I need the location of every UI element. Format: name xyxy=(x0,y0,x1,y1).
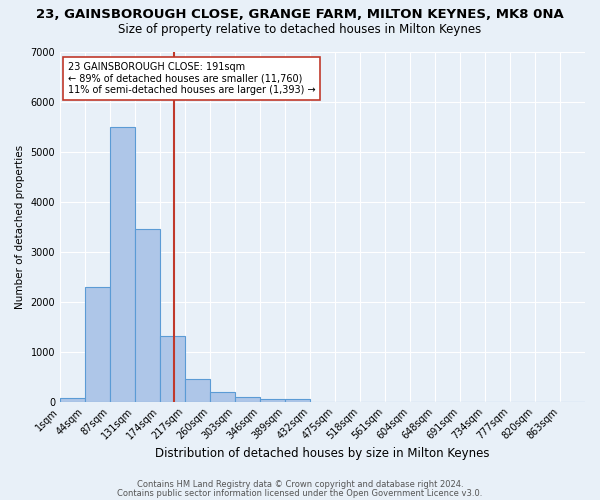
Bar xyxy=(160,336,185,402)
Text: Size of property relative to detached houses in Milton Keynes: Size of property relative to detached ho… xyxy=(118,22,482,36)
Text: Contains HM Land Registry data © Crown copyright and database right 2024.: Contains HM Land Registry data © Crown c… xyxy=(137,480,463,489)
Text: 23 GAINSBOROUGH CLOSE: 191sqm
← 89% of detached houses are smaller (11,760)
11% : 23 GAINSBOROUGH CLOSE: 191sqm ← 89% of d… xyxy=(68,62,315,94)
Bar xyxy=(135,229,160,402)
Bar xyxy=(285,398,310,402)
Bar xyxy=(260,398,285,402)
Text: Contains public sector information licensed under the Open Government Licence v3: Contains public sector information licen… xyxy=(118,488,482,498)
Bar xyxy=(85,286,110,402)
Bar xyxy=(60,398,85,402)
Bar xyxy=(110,126,135,402)
Bar xyxy=(210,392,235,402)
Text: 23, GAINSBOROUGH CLOSE, GRANGE FARM, MILTON KEYNES, MK8 0NA: 23, GAINSBOROUGH CLOSE, GRANGE FARM, MIL… xyxy=(36,8,564,20)
Bar xyxy=(185,378,210,402)
X-axis label: Distribution of detached houses by size in Milton Keynes: Distribution of detached houses by size … xyxy=(155,447,490,460)
Y-axis label: Number of detached properties: Number of detached properties xyxy=(15,144,25,308)
Bar xyxy=(235,397,260,402)
